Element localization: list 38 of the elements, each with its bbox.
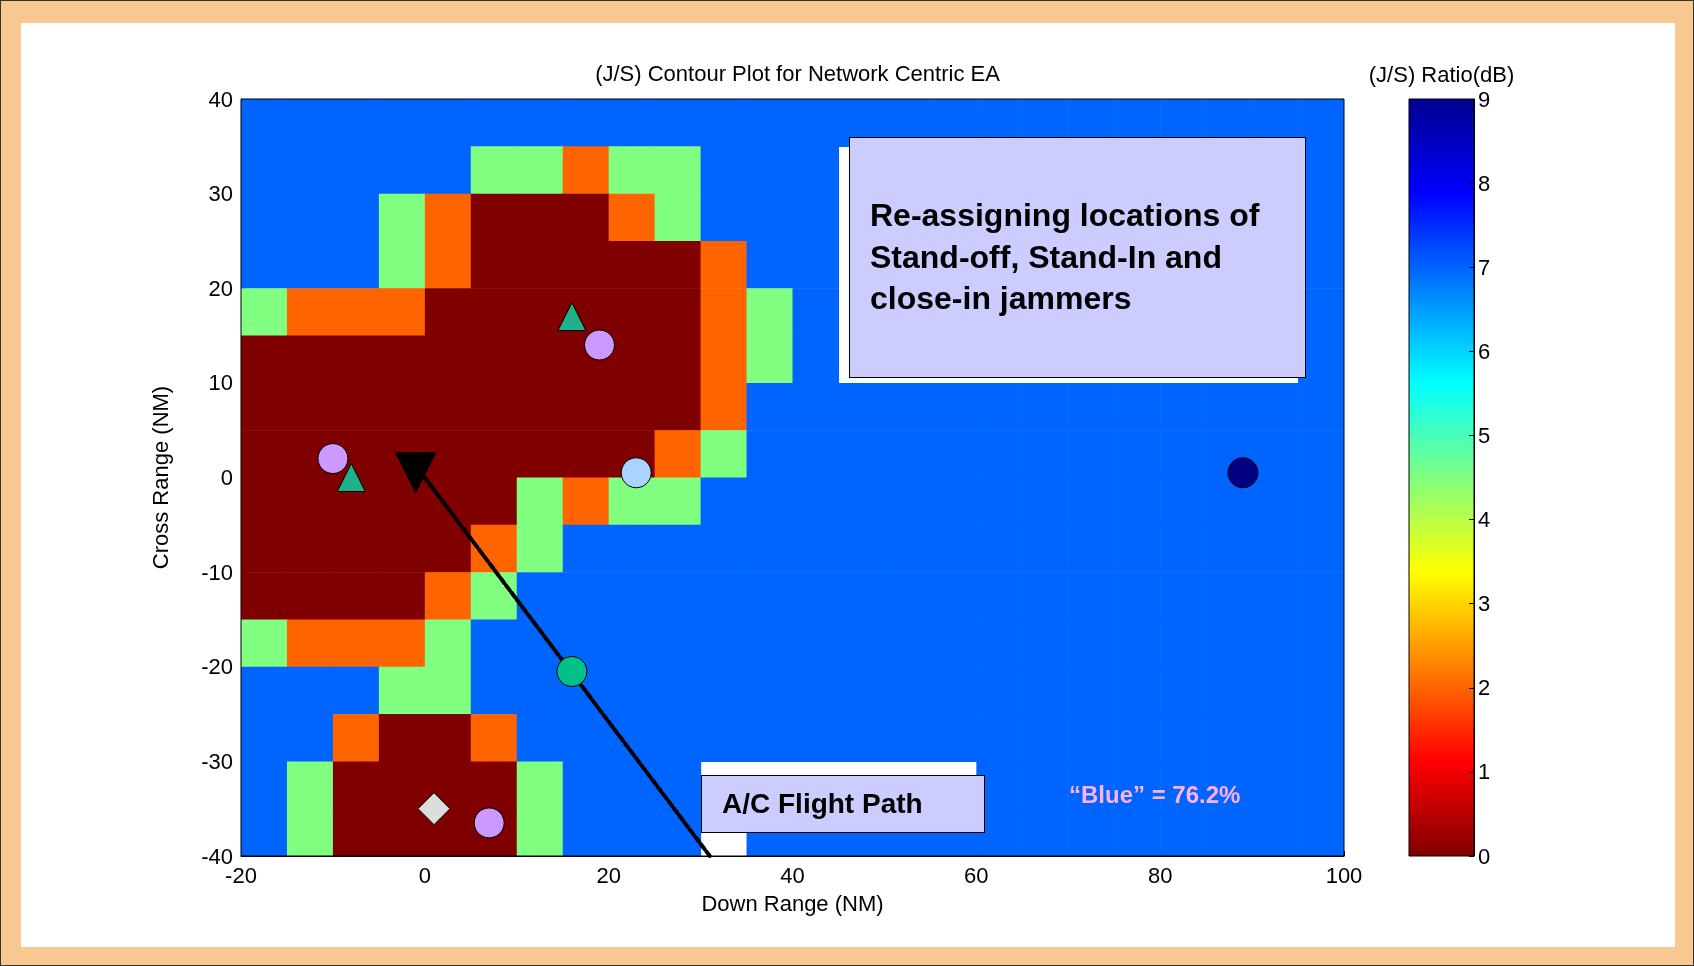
point — [417, 792, 451, 826]
color-bar-label: 7 — [1478, 254, 1491, 280]
color-bar-label: 2 — [1478, 675, 1491, 701]
y-tick-label: 40 — [208, 86, 233, 112]
color-bar-label: 4 — [1478, 507, 1491, 533]
color-bar-title: (J/S) Ratio(dB) — [1368, 61, 1515, 87]
color-bar-label: 0 — [1478, 843, 1491, 869]
color-bar-label: 5 — [1478, 422, 1491, 448]
annotation: “Blue” = 76.2% — [1069, 781, 1241, 809]
x-tick-label: 20 — [596, 862, 621, 888]
chart-title: (J/S) Contour Plot for Network Centric EA — [595, 60, 1001, 86]
point — [1227, 457, 1259, 489]
text-box: A/C Flight Path — [701, 775, 985, 833]
x-tick-label: 0 — [418, 862, 431, 888]
y-tick-label: 10 — [208, 370, 233, 396]
y-tick-label: 20 — [208, 275, 233, 301]
point — [336, 463, 366, 492]
y-tick-label: 0 — [220, 465, 233, 490]
x-tick-label: 100 — [1325, 862, 1363, 888]
color-bar-label: 1 — [1478, 759, 1491, 785]
y-tick-label: -40 — [201, 843, 233, 869]
color-bar-label: 8 — [1478, 170, 1491, 196]
y-tick-label: 30 — [208, 181, 233, 207]
point — [317, 443, 349, 475]
y-tick-label: -30 — [201, 748, 233, 774]
x-tick-label: 40 — [780, 862, 805, 888]
point — [620, 457, 652, 489]
x-tick-label: 60 — [964, 862, 989, 888]
y-tick-label: -20 — [201, 654, 233, 680]
y-tick-label: -10 — [201, 559, 233, 585]
color-bar-label: 6 — [1478, 338, 1491, 364]
x-tick-label: 80 — [1147, 862, 1173, 888]
color-bar-label: 9 — [1478, 86, 1491, 112]
y-axis-title: Cross Range (NM) — [147, 385, 173, 570]
text-box: Re-assigning locations of Stand-off, Stand-In and close-in jammers — [849, 137, 1306, 378]
color-bar-label: 3 — [1478, 591, 1491, 617]
point — [556, 655, 588, 687]
x-axis-title: Down Range (NM) — [701, 890, 884, 916]
